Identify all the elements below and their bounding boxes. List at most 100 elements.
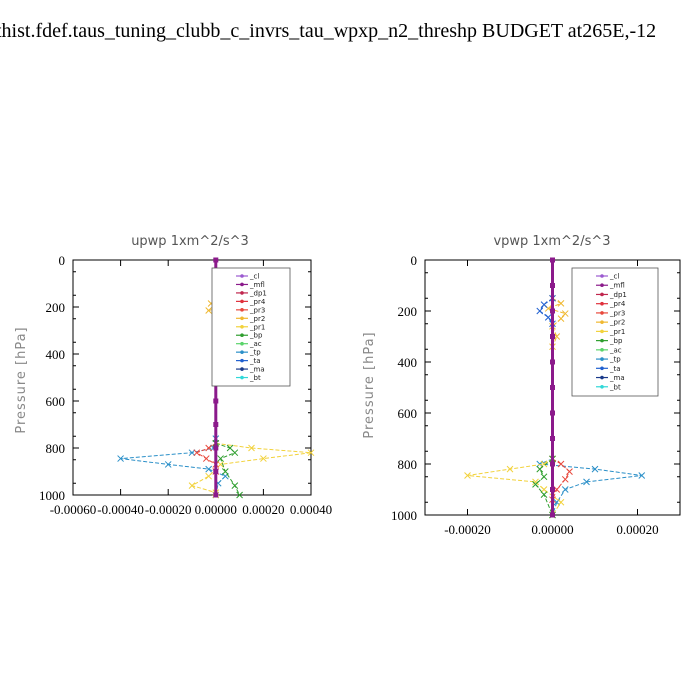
data-point-pr3 (561, 475, 569, 483)
data-point-bp (540, 473, 548, 481)
data-point-tp (164, 461, 172, 468)
data-point-tp (205, 465, 213, 473)
data-point-bp (217, 455, 224, 462)
legend-marker-pr2 (240, 316, 244, 321)
x-tick-label: 0.00000 (195, 502, 237, 517)
panel-title: upwp 1xm^2/s^3 (131, 234, 249, 249)
data-point-tp (638, 472, 646, 479)
y-axis-label: Pressure [hPa] (362, 331, 377, 438)
plot-frame (72, 259, 312, 496)
data-point-pr1 (540, 486, 548, 493)
data-point-pr3 (193, 449, 201, 457)
legend-marker-cl (240, 274, 244, 278)
x-tick-label: -0.00020 (145, 502, 192, 517)
y-tick-label: 200 (398, 304, 418, 319)
legend-label-ma: _ma (249, 366, 265, 374)
legend-label-bp: _bp (609, 337, 623, 345)
legend-label-cl: _cl (249, 273, 259, 281)
data-point-pr1 (188, 482, 196, 489)
legend-label-ac: _ac (609, 346, 622, 354)
legend-label-ta: _ta (249, 357, 261, 365)
legend: _cl_mfl_dp1_pr4_pr3_pr2_pr1_bp_ac_tp_ta_… (211, 267, 291, 387)
legend-marker-cl (600, 274, 604, 278)
data-point-pr3 (202, 455, 210, 462)
x-tick-label: 0.00040 (290, 502, 332, 517)
data-point-bp (540, 491, 548, 498)
data-point-tp (591, 465, 599, 473)
chart-panel-1: upwp 1xm^2/s^3 Pressure [hPa] 0 200 400 600 80… (14, 234, 332, 517)
legend-marker-tp (240, 350, 244, 354)
data-point-mfl (550, 334, 555, 339)
legend-marker-ma (600, 375, 604, 380)
y-tick-label: 1000 (39, 488, 65, 503)
data-point-ta (540, 301, 548, 308)
legend-marker-pr3 (600, 311, 604, 315)
x-tick-label: 0.00020 (242, 502, 284, 517)
legend-marker-mfl (240, 282, 244, 287)
data-point-pr2 (205, 307, 213, 314)
legend-marker-ma (240, 367, 244, 371)
y-tick-label: 600 (398, 406, 418, 421)
data-point-tp (561, 486, 569, 493)
y-tick-label: 800 (46, 441, 66, 456)
data-point-pr1 (557, 498, 565, 506)
legend-label-bp: _bp (249, 332, 263, 340)
legend-label-pr4: _pr4 (609, 300, 626, 308)
x-tick-label: 0.00000 (531, 522, 573, 537)
legend-label-pr3: _pr3 (609, 309, 625, 317)
data-point-ta (536, 307, 544, 315)
data-point-mfl (213, 492, 219, 498)
data-point-mfl (550, 283, 555, 288)
data-point-mfl (550, 410, 555, 416)
data-point-mfl (550, 436, 555, 441)
data-point-pr3 (557, 460, 565, 468)
data-point-mfl (213, 445, 219, 451)
data-point-pr1 (464, 472, 471, 479)
x-tick-label: 0.00020 (616, 522, 658, 537)
x-tick-label: -0.00060 (50, 502, 97, 517)
y-tick-label: 200 (46, 300, 66, 315)
legend-label-mfl: _mfl (609, 282, 625, 290)
x-tick-label: -0.00040 (97, 502, 144, 517)
y-tick-label: 1000 (391, 508, 417, 523)
data-point-mfl (213, 398, 219, 404)
data-point-pr1 (217, 461, 224, 468)
series-line-tp (539, 458, 642, 516)
page-title-text: thist.fdef.taus_tuning_clubb_c_invrs_tau… (0, 20, 657, 42)
legend-label-pr2: _pr2 (249, 315, 265, 323)
legend-label-bt: _bt (609, 383, 621, 391)
legend-label-pr2: _pr2 (609, 319, 625, 327)
legend-label-tp: _tp (249, 349, 261, 357)
data-point-mfl (213, 257, 219, 263)
data-point-mfl (550, 487, 555, 492)
data-point-pr1 (532, 478, 539, 486)
legend-marker-dp1 (240, 291, 244, 295)
panel-title: vpwp 1xm^2/s^3 (493, 234, 610, 249)
legend-label-pr3: _pr3 (249, 306, 265, 314)
legend-marker-tp (600, 357, 604, 361)
legend-marker-pr4 (600, 301, 604, 306)
data-point-mfl (550, 359, 555, 365)
data-point-pr3 (566, 468, 573, 476)
legend-label-dp1: _dp1 (249, 289, 267, 297)
data-point-bp (231, 449, 239, 457)
y-tick-label: 0 (411, 253, 418, 268)
legend: _cl_mfl_dp1_pr4_pr3_pr2_pr1_bp_ac_tp_ta_… (571, 267, 659, 397)
data-point-pr3 (205, 444, 213, 452)
data-point-tp (117, 455, 124, 462)
legend-marker-bp (240, 333, 244, 338)
legend-label-pr1: _pr1 (609, 328, 625, 336)
y-tick-label: 0 (59, 253, 66, 268)
data-point-mfl (550, 308, 555, 314)
data-point-mfl (213, 469, 219, 474)
legend-marker-mfl (600, 283, 604, 288)
series-line-pr1 (467, 458, 562, 516)
data-point-mfl (550, 512, 555, 518)
data-point-mfl (550, 385, 555, 390)
legend-marker-bt (600, 384, 604, 389)
data-point-pr1 (540, 460, 548, 468)
legend-label-bt: _bt (249, 374, 261, 382)
data-point-ta (544, 314, 552, 321)
data-point-mfl (550, 257, 555, 263)
